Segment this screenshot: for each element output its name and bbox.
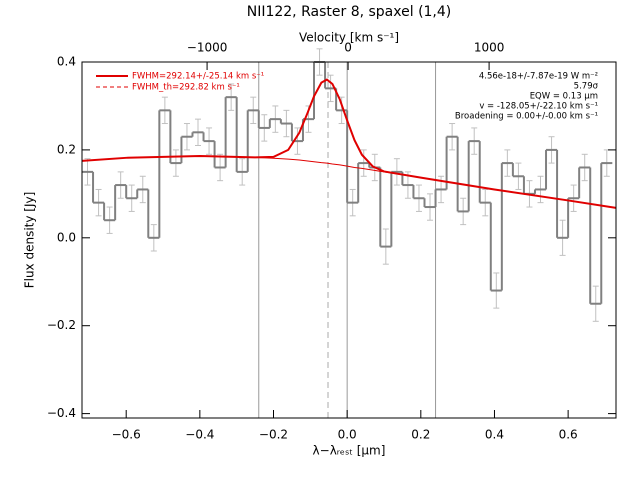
y-tick-label: 0.4 — [57, 55, 76, 69]
legend-label: FWHM_th=292.82 km s⁻¹ — [132, 83, 240, 93]
plot-frame — [81, 61, 617, 419]
fit-line — [81, 78, 617, 209]
y-tick-label: 0.2 — [57, 142, 76, 156]
y-tick-label: 0.0 — [57, 230, 76, 244]
annotation: Broadening = 0.00+/-0.00 km s⁻¹ — [455, 112, 598, 122]
annotation: EQW = 0.13 μm — [530, 92, 598, 102]
annotation: v = -128.05+/-22.10 km s⁻¹ — [479, 102, 598, 112]
y-axis-label: Flux density [Jy] — [23, 192, 37, 289]
x2-axis-label: Velocity [km s⁻¹] — [299, 31, 399, 45]
x-tick-label: 0.4 — [485, 428, 504, 442]
x-tick-label: −0.2 — [259, 428, 288, 442]
x-tick-label: −0.6 — [112, 428, 141, 442]
x-axis-label: λ−λᵣₑₛₜ [μm] — [313, 444, 386, 458]
x2-tick-label: 0 — [344, 41, 352, 55]
x2-tick-label: −1000 — [187, 41, 228, 55]
chart-title: NII122, Raster 8, spaxel (1,4) — [247, 4, 452, 20]
x-tick-label: 0.6 — [559, 428, 578, 442]
x-tick-label: 0.2 — [411, 428, 430, 442]
x-tick-label: 0.0 — [338, 428, 357, 442]
y-tick-label: −0.2 — [47, 318, 76, 332]
continuum-line — [81, 155, 617, 209]
annotation: 4.56e-18+/-7.87e-19 W m⁻² — [479, 72, 598, 82]
x-tick-label: −0.4 — [185, 428, 214, 442]
y-tick-label: −0.4 — [47, 406, 76, 420]
x2-tick-label: 1000 — [474, 41, 505, 55]
legend-label: FWHM=292.14+/-25.14 km s⁻¹ — [132, 72, 264, 82]
annotation: 5.79σ — [574, 82, 599, 92]
